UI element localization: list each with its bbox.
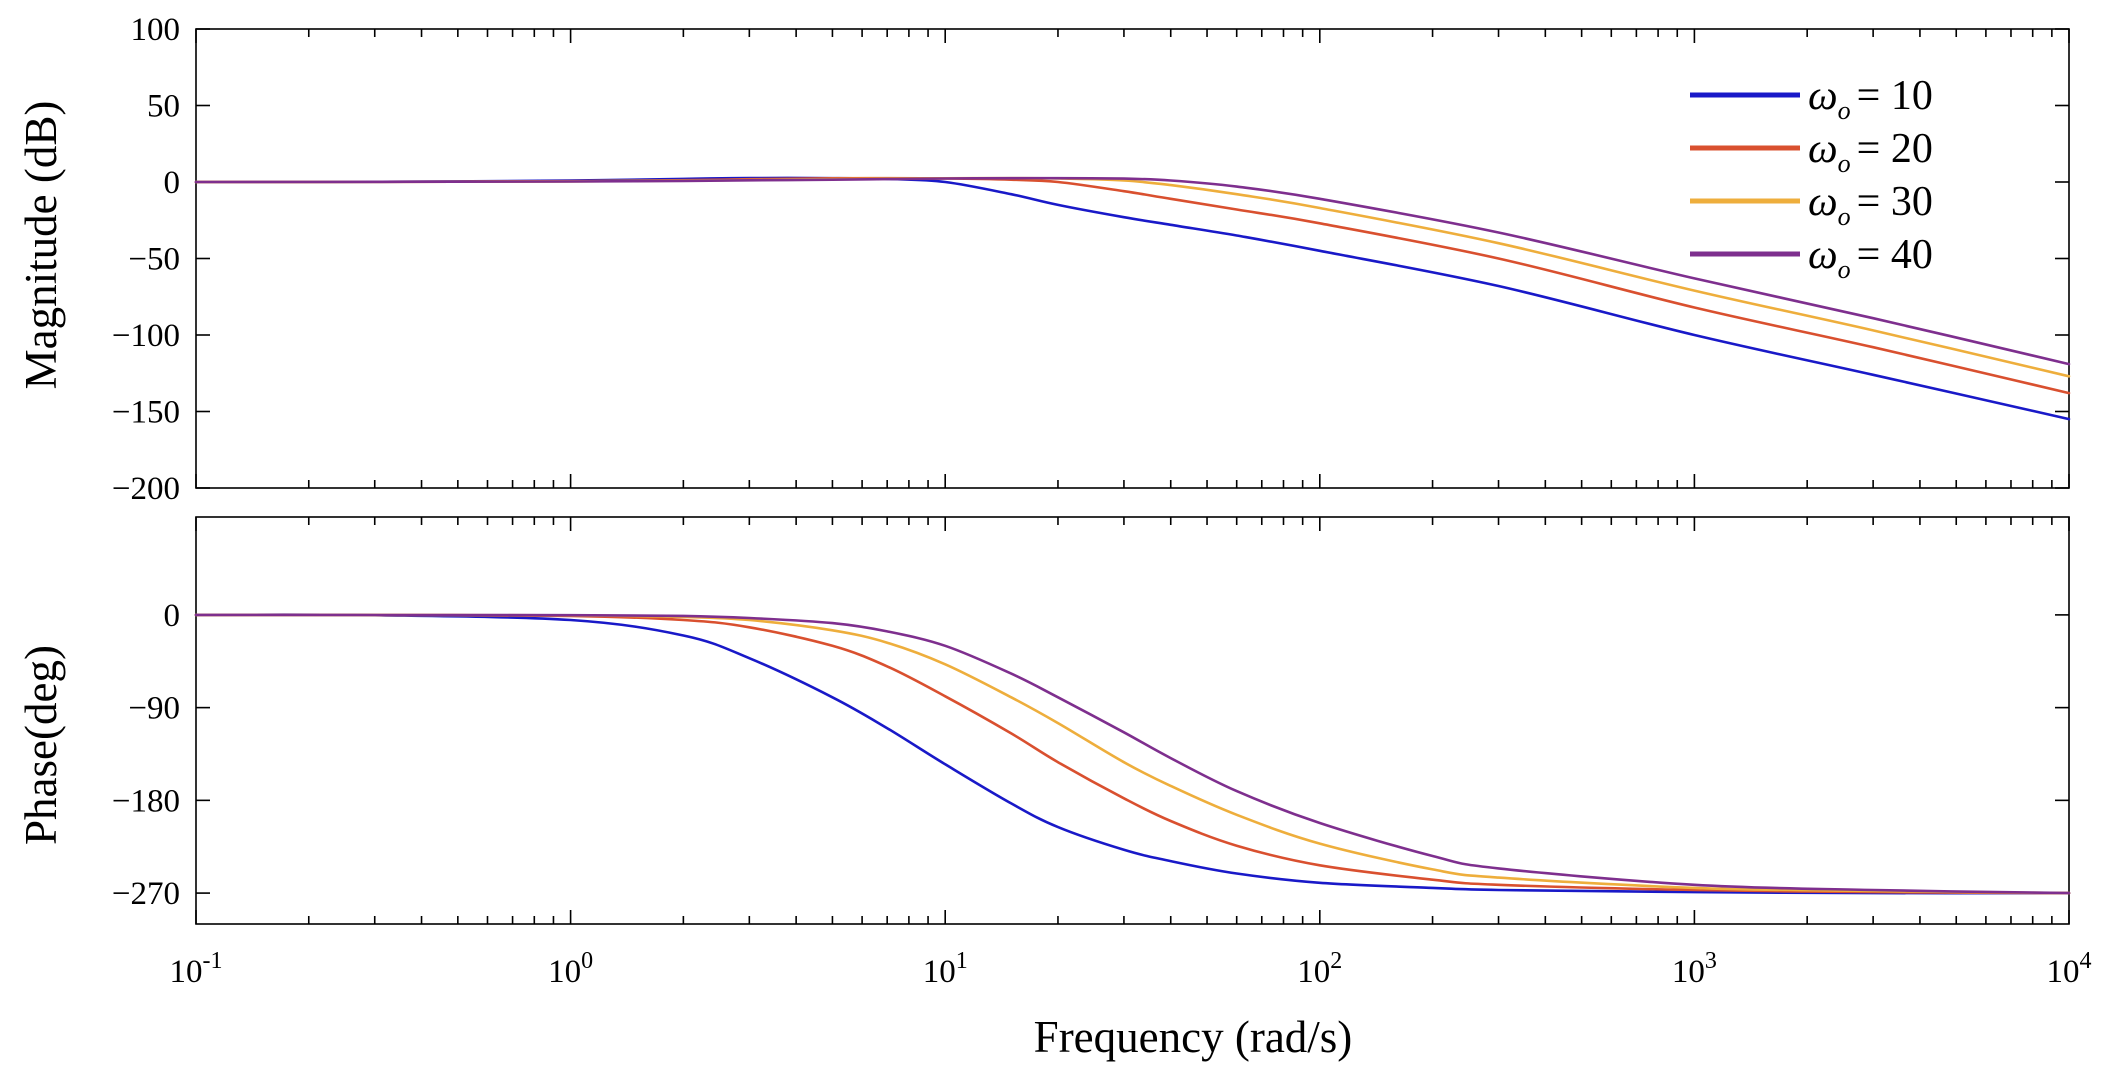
frequency-tick-label: 102 [1297, 948, 1342, 990]
magnitude-ytick-label: −50 [128, 242, 180, 278]
phase-series-4 [194, 613, 2071, 895]
magnitude-ytick-label: 0 [164, 165, 181, 201]
phase-axis-title: Phase(deg) [16, 645, 66, 845]
magnitude-ytick-label: −100 [112, 318, 180, 354]
magnitude-panel: 100 50 0 −50 −100 −150 −200 [112, 12, 2071, 507]
frequency-axis-title: Frequency (rad/s) [1034, 1012, 1353, 1062]
magnitude-ytick-label: −150 [112, 395, 180, 431]
phase-plot-frame [195, 516, 2070, 925]
magnitude-plot-frame [195, 28, 2070, 489]
legend-label-2: ωo = 20 [1808, 126, 1933, 178]
frequency-tick-label: 101 [923, 948, 968, 990]
phase-ytick-label: −270 [112, 876, 180, 912]
magnitude-series-3 [194, 176, 2071, 378]
frequency-axis-ticks: 10-1 100 101 102 103 104 [170, 948, 2092, 990]
frequency-tick-label: 100 [548, 948, 593, 990]
legend-label-1: ωo = 10 [1808, 73, 1933, 125]
phase-series-2 [194, 613, 2071, 895]
phase-ytick-label: −90 [128, 691, 180, 727]
phase-ytick-label: 0 [164, 598, 181, 634]
frequency-tick-label: 103 [1672, 948, 1717, 990]
phase-ytick-label: −180 [112, 783, 180, 819]
magnitude-ytick-label: −200 [112, 471, 180, 507]
magnitude-series-4 [194, 176, 2071, 366]
legend-label-3: ωo = 30 [1808, 179, 1933, 231]
frequency-tick-label: 10-1 [170, 948, 223, 990]
phase-panel: 0 −90 −180 −270 [112, 516, 2071, 925]
frequency-tick-label: 104 [2047, 948, 2092, 990]
legend-label-4: ωo = 40 [1808, 232, 1933, 284]
magnitude-axis-title: Magnitude (dB) [16, 101, 66, 390]
magnitude-ytick-label: 100 [131, 12, 181, 48]
magnitude-series-2 [194, 176, 2071, 395]
magnitude-ytick-label: 50 [147, 89, 180, 125]
phase-series-1 [194, 613, 2071, 895]
